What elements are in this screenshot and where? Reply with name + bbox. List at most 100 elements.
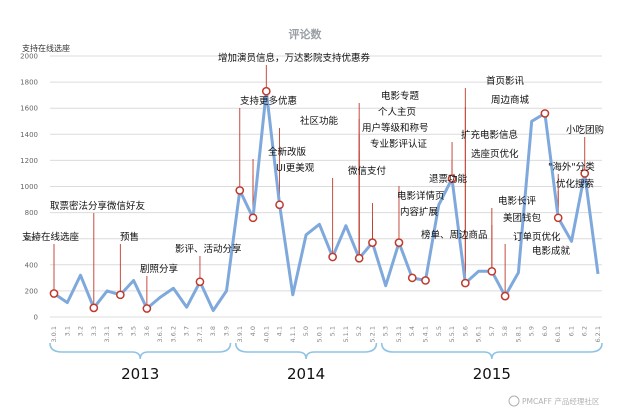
- watermark-logo-icon: [508, 395, 520, 407]
- data-point-marker: [368, 238, 377, 247]
- watermark: PMCAFF 产品经理社区: [508, 395, 600, 407]
- annotation-label: "海外"分类: [548, 161, 595, 173]
- annotation-label: 用户等级和称号: [362, 122, 429, 134]
- y-tick-label: 2000: [20, 53, 38, 61]
- data-point-marker: [115, 290, 125, 300]
- annotation-label: 电影长评: [498, 195, 537, 207]
- annotation-label: 选座页优化: [471, 148, 519, 160]
- annotation-label: 剧照分享: [140, 263, 178, 275]
- gridlines: [50, 55, 602, 318]
- data-point-marker: [540, 109, 550, 118]
- x-tick-label: 5.0.1: [315, 326, 323, 343]
- x-tick-label: 3.9.1: [236, 326, 244, 343]
- annotation-label: 订单页优化: [513, 231, 561, 243]
- data-point-marker: [500, 291, 510, 301]
- x-tick-label: 5.3: [382, 326, 390, 336]
- year-label: 2014: [287, 365, 325, 383]
- x-tick-label: 3.3.1: [103, 326, 111, 343]
- x-tick-label: 5.5: [435, 326, 443, 336]
- data-point-marker: [261, 86, 271, 96]
- annotation-label: 电影详情页: [397, 190, 445, 202]
- x-tick-label: 4.1.1: [289, 326, 297, 343]
- annotation-label: 内容扩展: [400, 206, 439, 218]
- y-tick-label: 400: [25, 261, 38, 269]
- y-tick-label: 1800: [20, 79, 38, 87]
- data-point-marker: [407, 273, 417, 283]
- x-tick-label: 6.1: [567, 326, 575, 336]
- x-tick-label: 4.1: [276, 326, 284, 336]
- annotation-label: 电影专题: [381, 90, 420, 102]
- annotation-label: 社区功能: [300, 115, 339, 127]
- year-brace: [380, 342, 603, 360]
- x-tick-label: 5.4: [408, 326, 416, 336]
- x-tick-label: 5.7: [488, 326, 496, 336]
- x-tick-label: 3.2: [77, 326, 85, 336]
- data-point-marker: [195, 277, 205, 287]
- data-point-marker: [394, 238, 404, 247]
- data-point-marker: [248, 213, 258, 223]
- y-tick-label: 200: [25, 287, 38, 295]
- data-point-marker: [460, 278, 470, 288]
- x-tick-label: 5.9: [528, 326, 536, 336]
- data-point-marker: [328, 252, 337, 262]
- annotation-label: 扩充电影信息: [461, 129, 518, 141]
- y-tick-label: 1600: [20, 105, 38, 113]
- x-tick-label: 6.2.1: [594, 326, 602, 343]
- y-tick-label: 1200: [20, 157, 38, 165]
- x-tick-label: 3.4: [116, 326, 124, 336]
- annotation-label: 小吃团购: [566, 124, 604, 136]
- data-point-marker: [354, 253, 364, 263]
- y-tick-label: 0: [34, 314, 38, 322]
- data-point-marker: [275, 200, 284, 210]
- year-brace: [49, 342, 232, 360]
- x-tick-label: 6.2: [581, 326, 589, 336]
- x-tick-label: 5.8.1: [514, 326, 522, 343]
- x-tick-label: 5.1: [329, 326, 337, 336]
- point-markers: [49, 86, 590, 313]
- x-tick-label: 3.3: [90, 326, 98, 336]
- annotation-label: 个人主页: [378, 106, 416, 118]
- x-tick-label: 3.6: [143, 326, 151, 336]
- annotation-label: 增加演员信息，万达影院支持优惠券: [218, 52, 371, 64]
- x-tick-label: 3.6.2: [169, 326, 177, 343]
- x-tick-label: 3.5: [130, 326, 138, 336]
- annotation-label: UI更美观: [276, 162, 315, 174]
- x-tick-label: 5.0: [302, 326, 310, 336]
- data-point-marker: [49, 289, 59, 298]
- y-axis-label: 支持在线选座: [22, 43, 70, 53]
- watermark-text: PMCAFF 产品经理社区: [522, 396, 600, 406]
- x-tick-label: 5.1.1: [342, 326, 350, 343]
- y-tick-label: 800: [25, 209, 38, 217]
- x-tick-labels: 3.0.1 3.1 3.2 3.3 3.3.1 3.4 3.5 3.6 3.6.1 3.6.2 3.…: [50, 326, 602, 343]
- x-tick-label: 5.3.1: [395, 326, 403, 343]
- x-tick-label: 5.8: [501, 326, 509, 336]
- x-tick-label: 3.9: [222, 326, 230, 336]
- x-tick-label: 6.0: [541, 326, 549, 336]
- year-braces: 2013 2014 2015: [49, 342, 603, 383]
- x-tick-label: 3.1: [63, 326, 71, 336]
- annotation-label: 专业影评认证: [370, 138, 428, 150]
- x-tick-label: 3.7: [183, 326, 191, 336]
- x-tick-label: 3.0.1: [50, 326, 58, 343]
- data-point-marker: [89, 303, 99, 313]
- x-tick-label: 5.2.1: [368, 326, 376, 343]
- x-tick-label: 5.6.1: [475, 326, 483, 343]
- data-point-marker: [235, 186, 245, 195]
- annotation-label: 电影成就: [532, 245, 571, 257]
- x-tick-label: 4.0: [249, 326, 257, 336]
- y-tick-label: 1000: [20, 183, 38, 191]
- annotation-label: 榜单、周边商品: [421, 229, 488, 241]
- y-tick-label: 1400: [20, 131, 38, 139]
- annotation-label: 全新改版: [268, 146, 307, 158]
- x-tick-label: 5.6: [461, 326, 469, 336]
- chart-title: 评论数: [289, 27, 323, 41]
- y-tick-label: 600: [25, 235, 38, 243]
- x-tick-label: 3.8: [209, 326, 217, 336]
- annotation-label: 影评、活动分享: [175, 243, 242, 255]
- annotation-label: 美团钱包: [503, 212, 542, 224]
- y-tick-labels: 0 200 400 600 800 1000 1200 1400 1600 1800 2000: [20, 53, 38, 322]
- data-point-marker: [553, 213, 563, 223]
- x-tick-label: 3.6.1: [156, 326, 164, 343]
